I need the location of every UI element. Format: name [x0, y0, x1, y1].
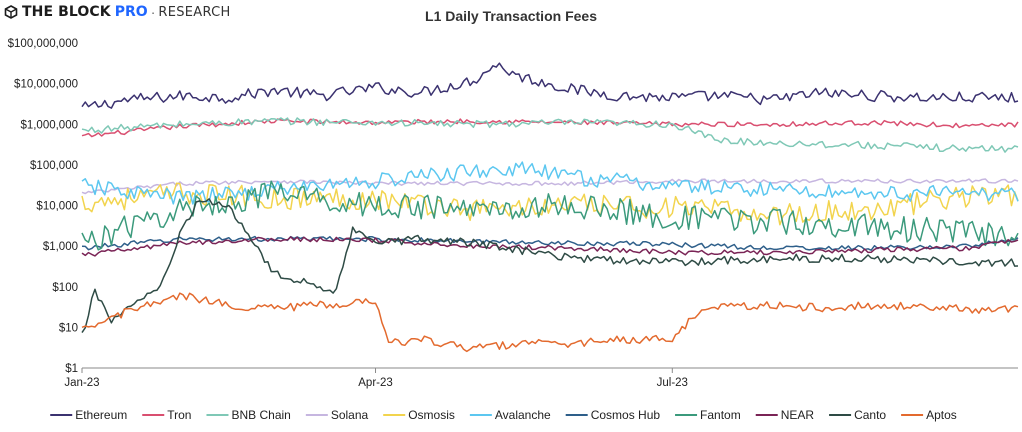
y-axis: $100,000,000 $10,000,000 $1,000,000 $100,00… [8, 38, 78, 375]
legend-item: Solana [305, 408, 369, 422]
legend-label: Osmosis [408, 408, 455, 422]
series-line [81, 182, 1019, 226]
legend-label: Cosmos Hub [591, 408, 661, 422]
series-line [81, 235, 1019, 251]
series-line [81, 292, 1019, 353]
cube-icon [4, 5, 18, 19]
legend: Ethereum Tron BNB Chain Solana Osmosis Avalan… [50, 408, 957, 422]
series-line [81, 180, 1019, 251]
legend-label: BNB Chain [231, 408, 290, 422]
brand-pro: PRO [114, 4, 148, 20]
plot-area [81, 62, 1019, 353]
series-line [81, 178, 1019, 195]
legend-label: Ethereum [75, 408, 127, 422]
legend-label: Fantom [700, 408, 741, 422]
chart-title: L1 Daily Transaction Fees [425, 8, 597, 24]
y-tick-label: $10,000 [36, 201, 78, 213]
brand-research: RESEARCH [158, 4, 231, 20]
x-axis: Jan-23 Apr-23 Jul-23 [64, 368, 688, 389]
series-line [81, 161, 1019, 205]
y-tick-label: $100,000,000 [8, 38, 78, 50]
y-tick-label: $100 [52, 282, 78, 294]
legend-item: BNB Chain [206, 408, 291, 422]
series-line [81, 236, 1019, 257]
legend-label: Solana [331, 408, 369, 422]
legend-item: Aptos [901, 408, 957, 422]
y-tick-label: $1,000 [43, 241, 78, 253]
y-tick-label: $1 [65, 363, 78, 375]
legend-item: Avalanche [469, 408, 551, 422]
y-tick-label: $10 [59, 322, 78, 334]
series-line [81, 118, 1019, 138]
legend-item: Tron [142, 408, 191, 422]
series-line [81, 62, 1019, 109]
brand-separator: · [150, 4, 156, 20]
x-tick-label: Apr-23 [358, 377, 393, 389]
legend-item: Cosmos Hub [565, 408, 661, 422]
series-line [81, 198, 1019, 334]
x-tick-label: Jul-23 [657, 377, 688, 389]
y-tick-label: $100,000 [30, 160, 78, 172]
legend-label: Avalanche [495, 408, 551, 422]
series-line [81, 117, 1019, 153]
legend-item: Osmosis [383, 408, 455, 422]
legend-item: NEAR [755, 408, 815, 422]
legend-label: Aptos [926, 408, 957, 422]
legend-item: Fantom [675, 408, 741, 422]
legend-label: NEAR [781, 408, 815, 422]
legend-item: Ethereum [50, 408, 127, 422]
brand-name: THE BLOCK [22, 4, 111, 20]
legend-item: Canto [829, 408, 886, 422]
legend-label: Tron [167, 408, 191, 422]
y-tick-label: $1,000,000 [20, 119, 78, 131]
x-tick-label: Jan-23 [64, 377, 99, 389]
brand-logo: THE BLOCK PRO · RESEARCH [4, 3, 231, 21]
y-tick-label: $10,000,000 [14, 79, 78, 91]
legend-label: Canto [854, 408, 886, 422]
